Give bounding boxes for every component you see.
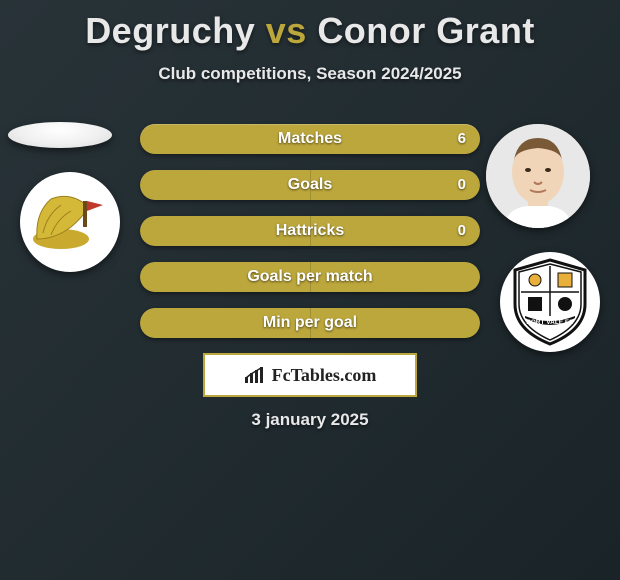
chart-icon — [244, 366, 266, 384]
player-right-club-badge: PORT VALE FC — [500, 252, 600, 352]
stat-label: Hattricks — [140, 216, 480, 246]
player-right-avatar — [486, 124, 590, 228]
svg-text:PORT VALE FC: PORT VALE FC — [526, 319, 573, 326]
stat-row: Goals0 — [140, 170, 480, 200]
subtitle: Club competitions, Season 2024/2025 — [0, 64, 620, 84]
player-face-icon — [486, 124, 590, 228]
stat-label: Goals per match — [140, 262, 480, 292]
stat-value-right: 0 — [458, 216, 466, 246]
title-player-right: Conor Grant — [317, 10, 535, 51]
stat-value-right: 0 — [458, 170, 466, 200]
stat-row: Min per goal — [140, 308, 480, 338]
date-text: 3 january 2025 — [0, 410, 620, 430]
stat-label: Goals — [140, 170, 480, 200]
portvale-badge-icon: PORT VALE FC — [509, 258, 591, 346]
stat-value-right: 6 — [458, 124, 466, 154]
stat-row: Goals per match — [140, 262, 480, 292]
stat-row: Hattricks0 — [140, 216, 480, 246]
brand-text: FcTables.com — [272, 365, 377, 386]
title-player-left: Degruchy — [85, 10, 255, 51]
page-title: Degruchy vs Conor Grant — [0, 0, 620, 52]
brand-badge: FcTables.com — [203, 353, 417, 397]
player-left-avatar — [8, 122, 112, 148]
stats-bars: Matches6Goals0Hattricks0Goals per matchM… — [140, 124, 480, 354]
stat-label: Matches — [140, 124, 480, 154]
doncaster-badge-icon — [31, 193, 109, 251]
title-vs: vs — [266, 10, 307, 51]
player-left-club-badge — [20, 172, 120, 272]
stat-label: Min per goal — [140, 308, 480, 338]
stat-row: Matches6 — [140, 124, 480, 154]
